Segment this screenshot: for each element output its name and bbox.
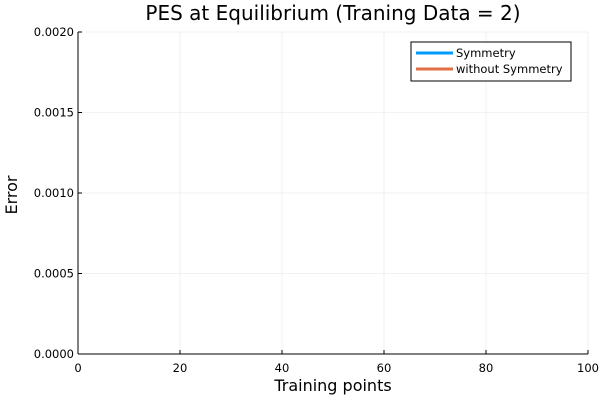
y-axis-label: Error (2, 175, 21, 214)
legend-entry: without Symmetry (456, 62, 563, 76)
y-tick-label: 0.0020 (34, 25, 74, 39)
x-tick-label: 60 (377, 361, 392, 375)
x-tick-label: 20 (173, 361, 188, 375)
x-axis-ticks: 0 20 40 60 80 100 (74, 350, 599, 375)
y-tick-label: 0.0015 (34, 106, 74, 120)
y-tick-label: 0.0000 (34, 347, 74, 361)
x-tick-label: 80 (479, 361, 494, 375)
x-tick-label: 40 (275, 361, 290, 375)
x-axis-label: Training points (273, 376, 391, 395)
legend: Symmetry without Symmetry (410, 41, 572, 82)
legend-box (410, 41, 572, 82)
y-tick-label: 0.0010 (34, 186, 74, 200)
legend-entry: Symmetry (456, 46, 516, 60)
grid (77, 31, 589, 355)
y-tick-label: 0.0005 (34, 267, 74, 281)
chart-title: PES at Equilibrium (Traning Data = 2) (145, 1, 520, 25)
y-axis-ticks: 0.0000 0.0005 0.0010 0.0015 0.0020 (34, 25, 82, 361)
x-tick-label: 0 (74, 361, 81, 375)
x-tick-label: 100 (577, 361, 599, 375)
